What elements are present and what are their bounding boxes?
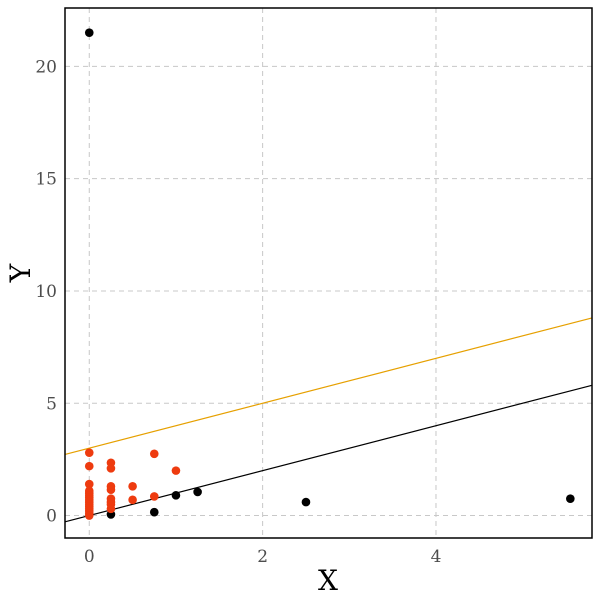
reference-line: [64, 384, 593, 523]
y-axis-title: Y: [4, 263, 37, 283]
x-tick-label: 0: [84, 547, 95, 567]
y-tick-label: 15: [35, 170, 57, 190]
points-layer: [84, 28, 575, 520]
data-point: [128, 482, 137, 491]
y-tick-label: 10: [35, 282, 57, 302]
data-point: [84, 448, 94, 457]
y-tick-label: 20: [35, 57, 57, 77]
grid-layer: [65, 8, 592, 538]
data-point: [149, 492, 159, 501]
x-tick-label: 4: [431, 547, 442, 567]
fit-lines-layer: [64, 317, 593, 523]
data-point: [301, 497, 311, 507]
x-axis-title: X: [318, 564, 338, 597]
y-tick-label: 0: [46, 507, 57, 527]
y-tick-label: 5: [46, 394, 57, 414]
reference-line: [64, 317, 593, 456]
data-point: [84, 479, 94, 489]
data-point: [106, 485, 116, 495]
tick-labels-layer: 0 2 4 0 5 10 15 20: [35, 57, 441, 567]
data-point: [193, 487, 202, 497]
data-point: [84, 28, 94, 38]
data-point: [566, 494, 575, 503]
data-point: [106, 504, 116, 514]
data-point: [171, 466, 181, 475]
data-point: [106, 464, 116, 473]
data-point: [149, 507, 159, 517]
data-point: [84, 461, 94, 471]
plot-frame: [64, 7, 593, 539]
data-point: [84, 511, 94, 520]
data-point: [171, 491, 181, 500]
data-point: [149, 449, 159, 459]
data-point: [128, 495, 137, 505]
x-tick-label: 2: [257, 547, 268, 567]
